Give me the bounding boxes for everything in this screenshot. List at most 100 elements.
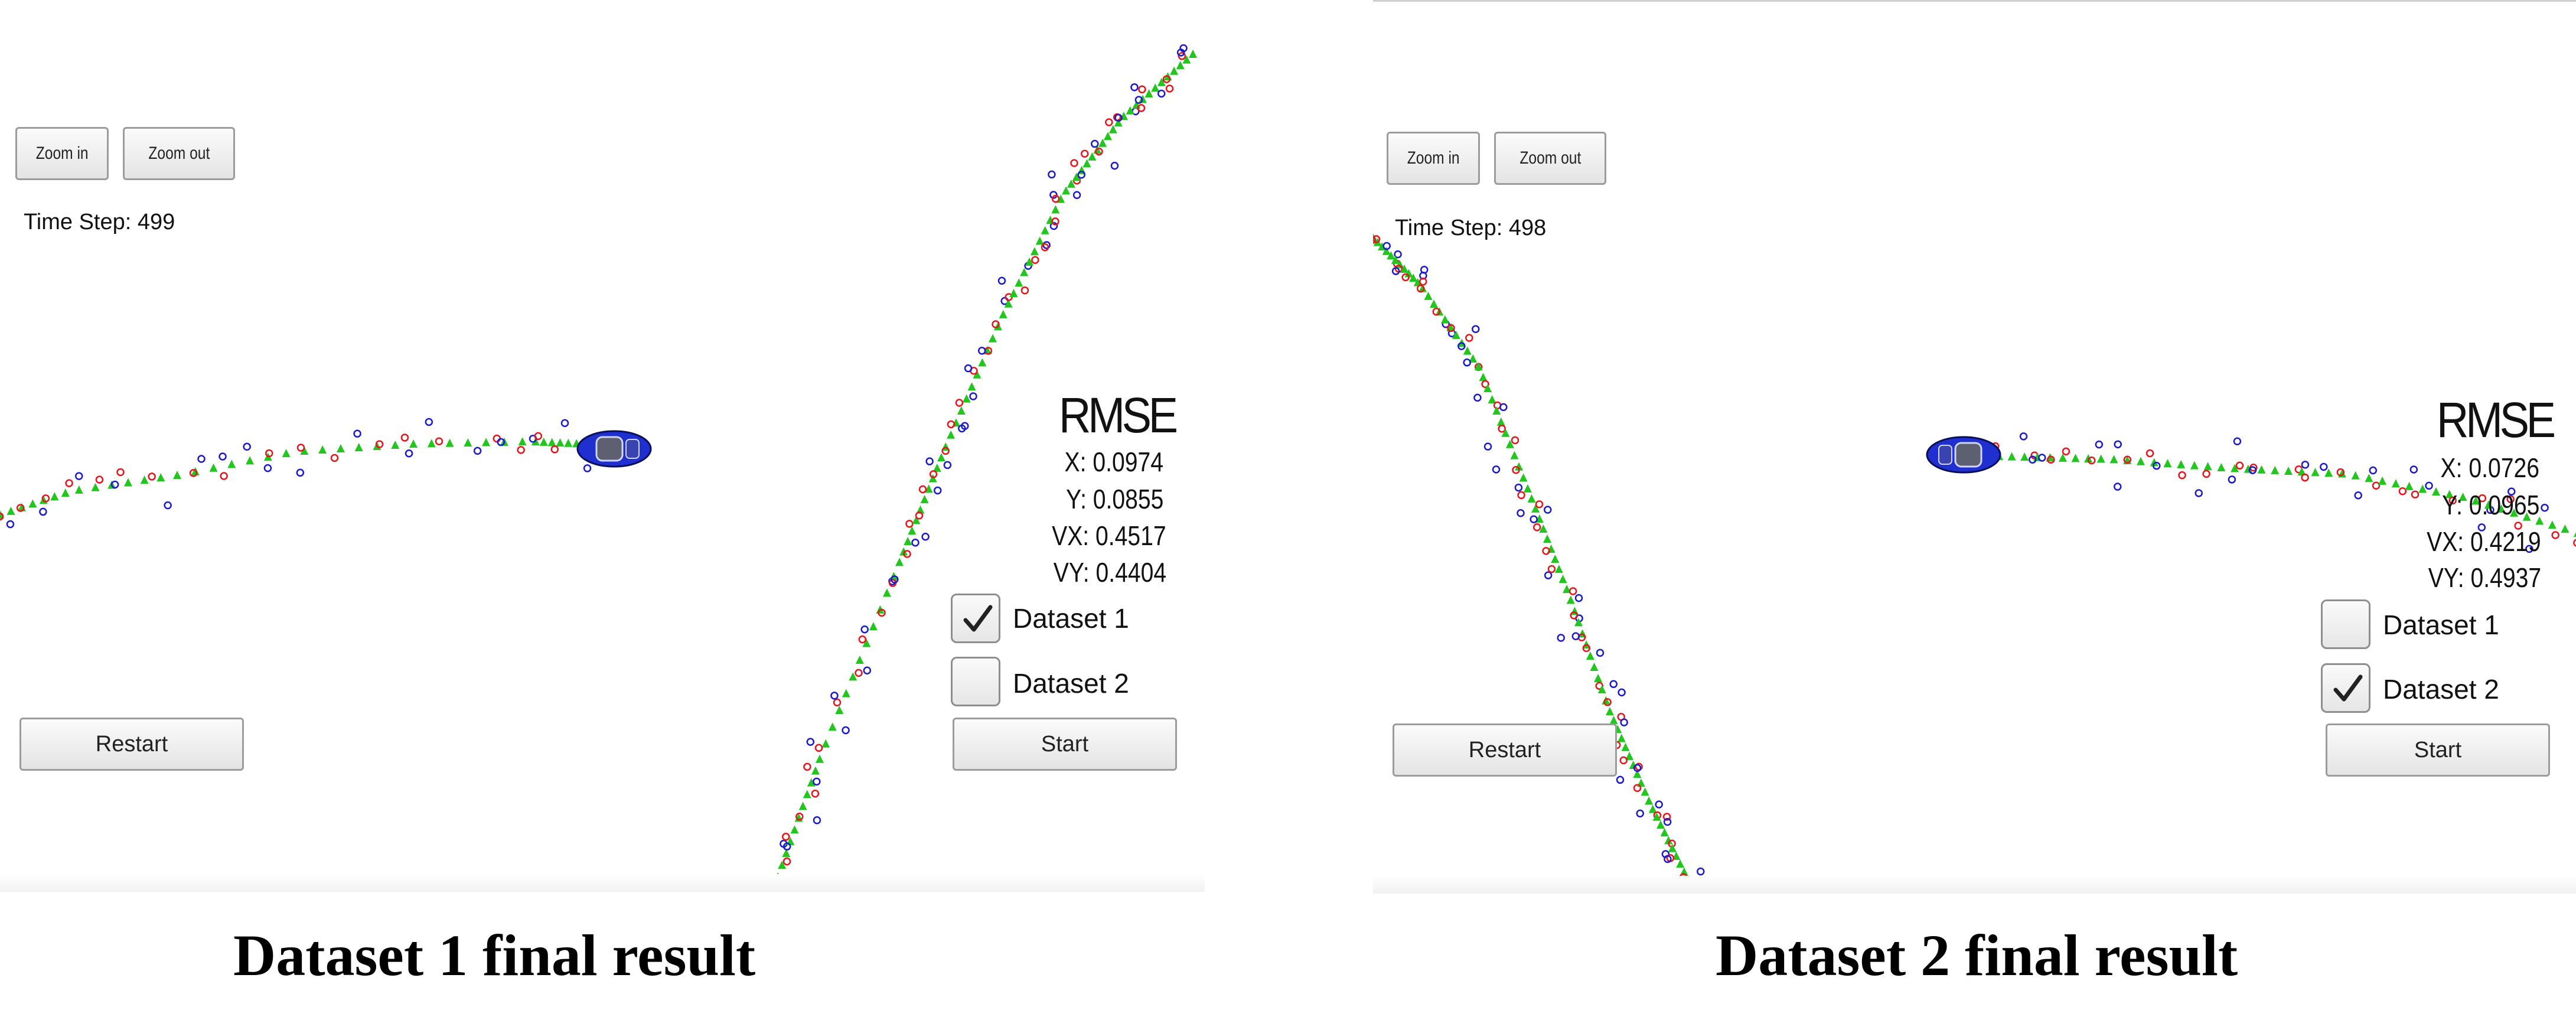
restart-button[interactable]: Restart	[19, 718, 244, 771]
lidar-marker	[905, 520, 914, 528]
radar-marker	[813, 777, 821, 786]
estimate-marker	[227, 459, 236, 468]
lidar-marker	[550, 445, 559, 454]
estimate-marker	[2574, 532, 2576, 537]
estimate-marker	[973, 370, 982, 379]
dataset-2-checkbox[interactable]	[951, 657, 1000, 706]
estimate-marker	[1605, 707, 1614, 716]
estimate-marker	[1645, 796, 1654, 805]
lidar-marker	[2088, 456, 2096, 465]
estimate-marker	[91, 483, 100, 491]
estimate-marker	[869, 622, 878, 631]
estimate-marker	[173, 471, 181, 479]
estimate-marker	[2497, 504, 2506, 513]
radar-marker	[110, 480, 119, 489]
estimate-marker	[1391, 255, 1400, 264]
estimate-marker	[2150, 458, 2158, 467]
estimate-marker	[28, 499, 37, 508]
radar-marker	[74, 472, 83, 480]
estimate-marker	[1505, 439, 1514, 448]
estimate-marker	[1072, 172, 1081, 181]
start-button[interactable]: Start	[953, 718, 1177, 771]
zoom-out-button[interactable]: Zoom out	[123, 127, 235, 180]
start-button[interactable]: Start	[2326, 723, 2550, 777]
radar-marker	[243, 442, 251, 451]
estimate-marker	[1429, 299, 1438, 308]
zoom-out-button[interactable]: Zoom out	[1494, 132, 1606, 185]
radar-marker	[1130, 83, 1139, 92]
estimate-marker	[782, 849, 791, 858]
dataset-1-checkbox[interactable]	[951, 594, 1000, 643]
radar-marker	[1049, 191, 1058, 199]
lidar-marker	[941, 446, 950, 455]
zoom-in-button[interactable]: Zoom in	[1387, 132, 1480, 185]
estimate-marker	[1409, 273, 1418, 282]
estimate-marker	[1594, 673, 1603, 682]
estimate-marker	[1062, 186, 1071, 195]
lidar-marker	[929, 470, 938, 478]
radar-marker	[1483, 442, 1492, 451]
lidar-marker	[330, 454, 339, 462]
estimate-marker	[1025, 257, 1034, 266]
radar-marker	[2425, 481, 2433, 490]
estimate-marker	[2445, 490, 2454, 498]
estimate-marker	[50, 492, 59, 501]
estimate-marker	[899, 547, 908, 556]
estimate-marker	[2484, 500, 2493, 509]
lidar-marker	[1619, 756, 1628, 765]
estimate-marker	[1082, 159, 1091, 168]
estimate-marker	[2231, 464, 2239, 472]
radar-marker	[39, 507, 47, 516]
dataset-2-checkbox[interactable]	[2321, 663, 2370, 713]
estimate-marker	[1157, 77, 1166, 86]
radar-marker	[2541, 503, 2549, 512]
estimate-marker	[74, 485, 83, 494]
lidar-marker	[2047, 455, 2055, 464]
estimate-marker	[2535, 516, 2544, 525]
estimate-marker	[967, 382, 976, 391]
lidar-marker	[1373, 235, 1381, 243]
estimate-marker	[957, 406, 966, 415]
radar-marker	[1394, 250, 1402, 259]
estimate-marker	[2405, 481, 2414, 490]
lidar-marker	[878, 608, 886, 617]
estimate-marker	[811, 766, 820, 775]
restart-button[interactable]: Restart	[1393, 723, 1617, 777]
radar-marker	[405, 449, 413, 458]
estimate-marker	[1189, 50, 1197, 58]
lidar-marker	[2123, 455, 2132, 464]
estimate-marker	[928, 474, 937, 483]
lidar-marker	[811, 789, 820, 798]
radar-marker	[1571, 632, 1580, 641]
radar-marker	[921, 533, 930, 541]
radar-marker	[497, 438, 506, 446]
estimate-marker	[978, 358, 987, 367]
estimate-marker	[61, 488, 70, 497]
lidar-marker	[1373, 236, 1377, 245]
lidar-marker	[915, 511, 924, 520]
estimate-marker	[849, 672, 857, 681]
estimate-marker	[1563, 585, 1571, 594]
estimate-marker	[1469, 354, 1478, 363]
estimate-marker	[1519, 473, 1528, 482]
radar-marker	[2525, 545, 2533, 553]
estimate-marker	[518, 437, 527, 446]
zoom-in-button[interactable]: Zoom in	[15, 127, 109, 180]
lidar-marker	[855, 669, 863, 677]
radar-marker	[1114, 113, 1123, 122]
estimate-marker	[282, 449, 291, 458]
radar-marker	[2153, 461, 2161, 470]
radar-marker	[2507, 487, 2516, 496]
radar-marker	[925, 457, 934, 465]
estimate-marker	[1652, 812, 1661, 821]
estimate-marker	[2324, 468, 2333, 477]
radar-marker	[2114, 440, 2122, 449]
radar-marker	[782, 842, 791, 851]
radar-marker	[164, 501, 172, 510]
lidar-marker	[1031, 256, 1039, 264]
radar-marker	[997, 276, 1006, 285]
rmse-x: X: 0.0726	[2440, 452, 2539, 483]
lidar-marker	[1547, 565, 1556, 573]
lidar-marker	[1432, 307, 1440, 316]
dataset-1-checkbox[interactable]	[2321, 599, 2370, 649]
